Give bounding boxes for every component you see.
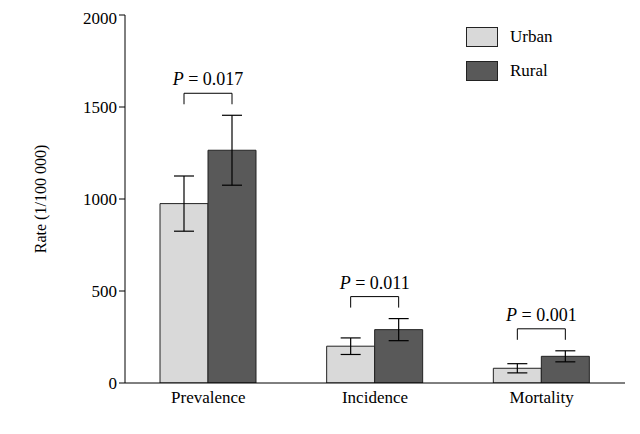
svg-text:P = 0.011: P = 0.011 — [339, 273, 410, 293]
svg-text:Incidence: Incidence — [342, 388, 408, 407]
html-text:Rural: Rural — [510, 61, 548, 80]
svg-text:P = 0.001: P = 0.001 — [505, 305, 577, 325]
svg-text:500: 500 — [92, 282, 118, 301]
svg-text:2000: 2000 — [83, 9, 117, 28]
svg-text:Mortality: Mortality — [510, 388, 575, 407]
svg-text:1500: 1500 — [83, 98, 117, 117]
svg-text:0: 0 — [109, 374, 118, 393]
svg-text:Rate (1/100 000): Rate (1/100 000) — [32, 145, 50, 253]
svg-text:Prevalence: Prevalence — [171, 388, 246, 407]
svg-text:P = 0.017: P = 0.017 — [172, 69, 244, 89]
svg-text:1000: 1000 — [83, 190, 117, 209]
html-text:Urban: Urban — [510, 27, 553, 46]
